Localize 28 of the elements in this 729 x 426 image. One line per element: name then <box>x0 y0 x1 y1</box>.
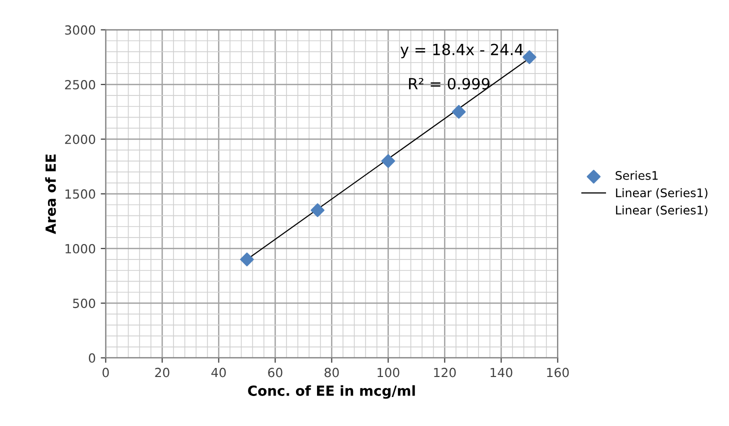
annotation: y = 18.4x - 24.4 <box>400 44 524 58</box>
point <box>452 104 466 119</box>
point <box>522 50 536 64</box>
point <box>310 203 324 218</box>
x-tick-label: 60 <box>268 368 282 378</box>
annotation: R² = 0.999 <box>409 78 490 90</box>
x-tick-label: 40 <box>211 368 226 378</box>
y-tick-label: 3000 <box>65 25 96 35</box>
x-tick-label: 0 <box>102 368 109 378</box>
y-tick-label: 2500 <box>65 80 96 90</box>
point <box>240 252 254 266</box>
x-tick-label: 80 <box>324 368 339 378</box>
x-tick-label: 20 <box>155 368 170 378</box>
y-tick-label: 1000 <box>66 244 96 254</box>
point <box>381 154 396 168</box>
y-axis-title: Area of EE <box>45 154 56 234</box>
y-tick-label: 1500 <box>66 189 96 199</box>
x-axis-title: Conc. of EE in mcg/ml <box>248 385 415 399</box>
text: Linear (Series1) <box>616 205 708 216</box>
y-tick-label: 0 <box>88 353 96 363</box>
y-tick-label: 2000 <box>65 134 96 144</box>
legend-label: Series1 <box>616 170 658 180</box>
x-tick-label: 160 <box>547 368 569 378</box>
legend-label: Linear (Series1) <box>616 188 708 199</box>
y-tick-label: 500 <box>73 298 96 308</box>
x-tick-label: 140 <box>490 368 512 378</box>
x-tick-label: 120 <box>434 368 456 378</box>
x-tick-label: 100 <box>378 368 400 378</box>
